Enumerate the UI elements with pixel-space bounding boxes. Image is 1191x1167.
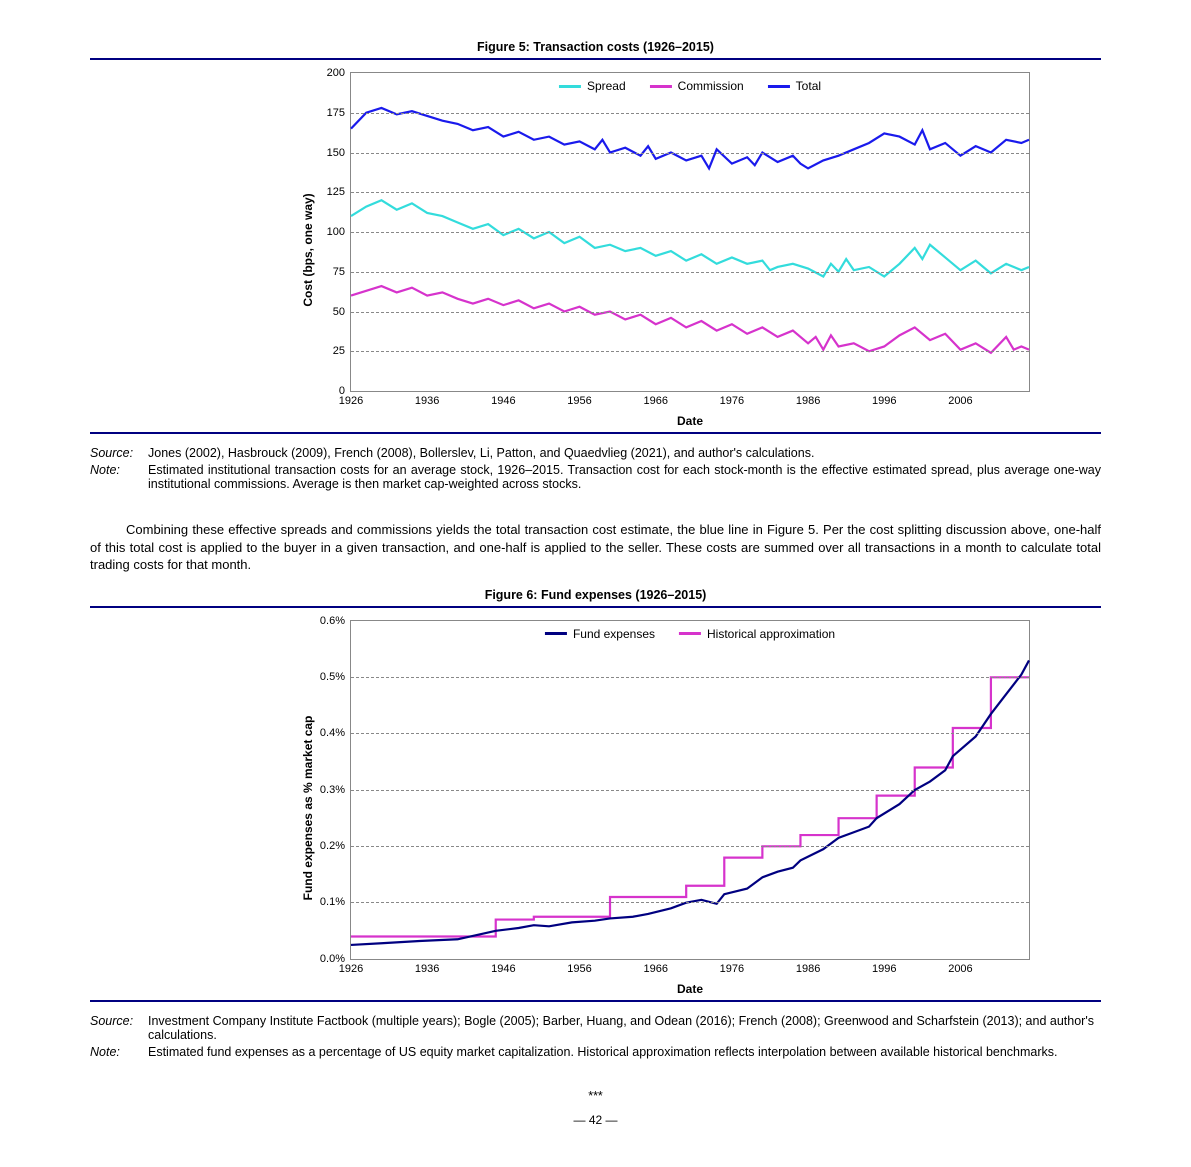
xtick-label: 1946 [491,391,515,407]
xtick-label: 1966 [643,391,667,407]
xtick-label: 1956 [567,959,591,975]
xtick-label: 1996 [872,959,896,975]
figure-5-source: Jones (2002), Hasbrouck (2009), French (… [148,446,1101,460]
figure-6-rule-bottom [90,1000,1101,1002]
xtick-label: 1986 [796,391,820,407]
note-label: Note: [90,1045,148,1059]
xtick-label: 1996 [872,391,896,407]
figure-5-ylabel: Cost (bps, one way) [301,193,315,306]
ytick-label: 75 [333,266,351,278]
xtick-label: 1976 [720,391,744,407]
series-line-commission [351,286,1029,353]
ytick-label: 0.2% [320,840,351,852]
xtick-label: 1926 [339,959,363,975]
figure-6-ylabel: Fund expenses as % market cap [301,715,315,900]
series-line-approx [351,677,1029,936]
figure-5-caption-text: Figure 5: Transaction costs (1926–2015) [477,40,714,54]
xtick-label: 1946 [491,959,515,975]
ytick-label: 0.3% [320,784,351,796]
figure-6-plot-area: Fund expensesHistorical approximation 0.… [350,620,1030,960]
figure-5-xlabel: Date [350,414,1030,428]
figure-5-chart: Cost (bps, one way) SpreadCommissionTota… [350,72,1030,428]
ytick-label: 50 [333,306,351,318]
ytick-label: 175 [327,107,351,119]
xtick-label: 1966 [643,959,667,975]
xtick-label: 2006 [948,391,972,407]
figure-6-caption-text: Figure 6: Fund expenses (1926–2015) [485,588,707,602]
note-label: Note: [90,463,148,491]
ytick-label: 0.1% [320,896,351,908]
figure-5-rule-top [90,58,1101,60]
xtick-label: 2006 [948,959,972,975]
figure-6-note: Estimated fund expenses as a percentage … [148,1045,1101,1059]
figure-5-source-block: Source: Jones (2002), Hasbrouck (2009), … [90,446,1101,491]
ytick-label: 200 [327,67,351,79]
figure-6-xlabel: Date [350,982,1030,996]
xtick-label: 1976 [720,959,744,975]
figure-5-rule-bottom [90,432,1101,434]
ytick-label: 0.6% [320,615,351,627]
series-line-spread [351,200,1029,276]
series-line-total [351,108,1029,168]
source-label: Source: [90,1014,148,1042]
section-break-marker: *** [90,1089,1101,1103]
source-label: Source: [90,446,148,460]
page-number: — 42 — [90,1113,1101,1127]
figure-6-caption: Figure 6: Fund expenses (1926–2015) [90,588,1101,602]
figure-5-note: Estimated institutional transaction cost… [148,463,1101,491]
xtick-label: 1936 [415,391,439,407]
ytick-label: 125 [327,186,351,198]
ytick-label: 0.4% [320,727,351,739]
xtick-label: 1936 [415,959,439,975]
body-paragraph: Combining these effective spreads and co… [90,521,1101,574]
figure-5-plot-area: SpreadCommissionTotal 025507510012515017… [350,72,1030,392]
xtick-label: 1986 [796,959,820,975]
ytick-label: 0.5% [320,671,351,683]
figure-6-source-block: Source: Investment Company Institute Fac… [90,1014,1101,1059]
figure-6-rule-top [90,606,1101,608]
figure-6-chart: Fund expenses as % market cap Fund expen… [350,620,1030,996]
xtick-label: 1926 [339,391,363,407]
figure-6-source: Investment Company Institute Factbook (m… [148,1014,1101,1042]
figure-5: Figure 5: Transaction costs (1926–2015) … [90,40,1101,491]
ytick-label: 100 [327,226,351,238]
figure-6: Figure 6: Fund expenses (1926–2015) Fund… [90,588,1101,1059]
ytick-label: 150 [327,147,351,159]
xtick-label: 1956 [567,391,591,407]
ytick-label: 25 [333,345,351,357]
figure-5-caption: Figure 5: Transaction costs (1926–2015) [90,40,1101,54]
